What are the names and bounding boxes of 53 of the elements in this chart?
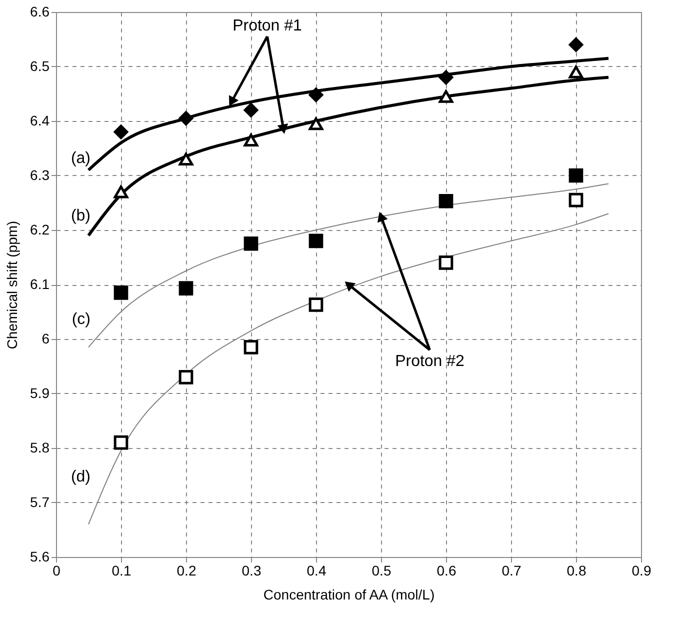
y-tick-label: 5.8 [30, 440, 50, 456]
point [178, 370, 194, 384]
point [438, 70, 454, 85]
x-tick-label: 0.7 [502, 562, 522, 578]
point [178, 281, 194, 296]
y-tick-label: 6.3 [30, 167, 50, 183]
y-axis-title: Chemical shift (ppm) [4, 220, 20, 350]
y-tick-label: 5.9 [30, 385, 50, 401]
point [308, 117, 324, 130]
point [308, 298, 324, 312]
y-tick-label: 5.6 [30, 548, 50, 564]
x-tick-label: 0.3 [242, 562, 262, 578]
point [308, 88, 324, 102]
point [244, 236, 258, 251]
point [568, 168, 584, 183]
annotation: Proton #1 [232, 18, 302, 35]
point [438, 194, 454, 208]
x-tick-label: 0.6 [436, 562, 456, 578]
point [114, 124, 128, 140]
x-tick-label: 0.5 [372, 562, 392, 578]
point [244, 102, 258, 118]
series-label: (d) [70, 468, 90, 486]
series-label: (a) [70, 150, 90, 168]
point [568, 66, 584, 78]
x-tick-label: 0.9 [632, 562, 652, 578]
point [568, 38, 584, 52]
point [308, 234, 324, 248]
series-label: (c) [72, 311, 90, 328]
y-tick-label: 6.5 [30, 58, 50, 74]
point [178, 111, 194, 126]
point [114, 435, 128, 450]
point [244, 134, 258, 146]
point [114, 286, 128, 300]
x-tick-label: 0.2 [176, 562, 196, 578]
x-tick-label: 0.1 [112, 562, 132, 578]
point [178, 152, 194, 166]
annotation: Proton #2 [395, 352, 465, 370]
y-tick-label: 6.2 [30, 222, 50, 238]
y-tick-label: 6 [42, 330, 50, 346]
x-tick-label: 0.8 [566, 562, 586, 578]
x-tick-label: 0 [52, 562, 61, 578]
point [114, 185, 128, 198]
point [568, 192, 584, 208]
y-tick-label: 5.7 [30, 494, 50, 510]
series-label: (b) [70, 207, 90, 224]
y-tick-label: 6.4 [30, 112, 50, 128]
point [438, 256, 454, 270]
x-tick-label: 0.4 [306, 562, 326, 578]
y-tick-label: 6.1 [30, 276, 50, 292]
x-axis-title: Concentration of AA (mol/L) [263, 586, 435, 602]
point [438, 90, 454, 103]
y-tick-label: 6.6 [30, 4, 50, 20]
point [244, 340, 258, 354]
